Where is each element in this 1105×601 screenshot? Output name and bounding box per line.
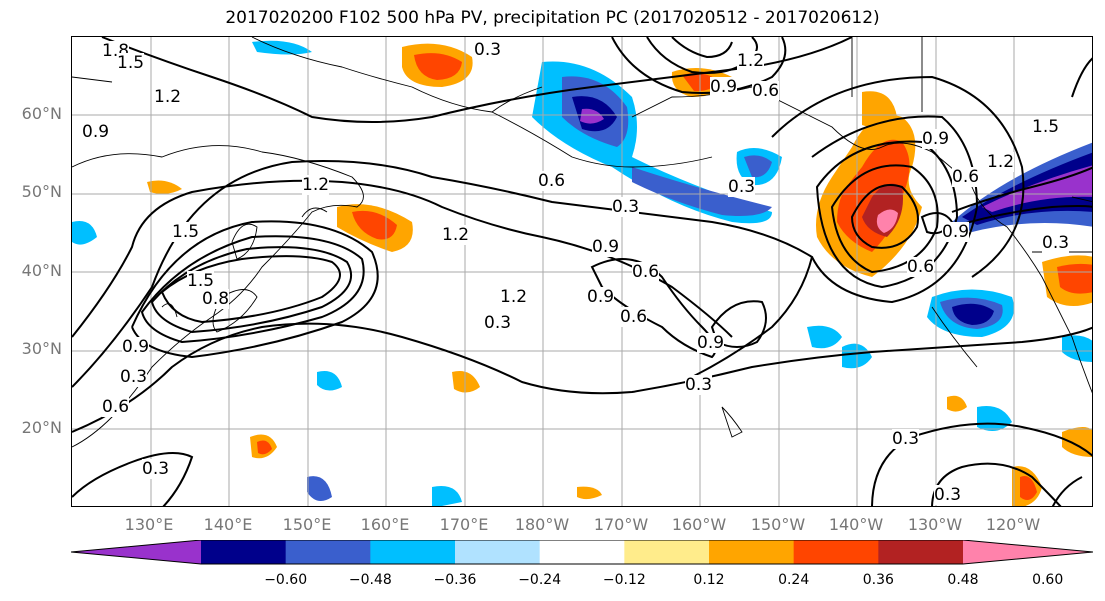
- contour-label: 0.9: [710, 77, 738, 97]
- lon-label: 160°E: [360, 515, 410, 534]
- colorbar-tick-label: 0.48: [947, 572, 979, 588]
- contour-label: 0.6: [620, 307, 648, 327]
- contour-label: 0.3: [474, 40, 502, 60]
- colorbar-tick-label: 0.60: [1032, 572, 1064, 588]
- colorbar-swatch: [878, 540, 964, 564]
- contour-label: 0.6: [632, 262, 660, 282]
- contour-label: 0.8: [202, 289, 230, 309]
- contour-label: 0.6: [907, 257, 935, 277]
- contour-label: 0.3: [685, 375, 713, 395]
- lat-label-60n: 60°N: [21, 104, 62, 123]
- lon-label: 120°W: [985, 515, 1041, 534]
- contour-label: 0.9: [82, 122, 110, 142]
- contour-label: 0.6: [538, 171, 566, 191]
- contour-label: 0.3: [484, 313, 512, 333]
- colorbar-swatch: [201, 540, 287, 564]
- lon-label: 130°E: [124, 515, 174, 534]
- lon-label: 170°W: [593, 515, 649, 534]
- contour-label: 0.9: [922, 129, 950, 149]
- colorbar-swatch: [455, 540, 541, 564]
- contour-label: 0.9: [587, 287, 615, 307]
- colorbar-swatch: [539, 540, 625, 564]
- colorbar-swatch: [370, 540, 456, 564]
- contour-label: 1.5: [187, 271, 215, 291]
- contour-label: 0.9: [122, 337, 150, 357]
- contour-labels: 1.8 1.5 1.2 0.9 0.3 0.6 0.9 1.2 0.6 0.3 …: [72, 37, 1092, 506]
- contour-label: 0.9: [942, 222, 970, 242]
- graticule: [72, 37, 1092, 506]
- lon-label: 130°W: [907, 515, 963, 534]
- contour-label: 0.3: [934, 485, 962, 505]
- contour-label: 0.3: [142, 459, 170, 479]
- lat-label-30n: 30°N: [21, 339, 62, 358]
- colorbar-tick-label: −0.24: [518, 572, 562, 588]
- colorbar-extend-min: [71, 540, 201, 564]
- lon-label: 150°W: [750, 515, 806, 534]
- colorbar: [71, 540, 1093, 565]
- colorbar-tick-label: 0.24: [778, 572, 810, 588]
- colorbar-tick-label: −0.60: [264, 572, 308, 588]
- colorbar-tick-label: −0.36: [433, 572, 477, 588]
- colorbar-extend-max: [963, 540, 1093, 564]
- lat-label-20n: 20°N: [21, 418, 62, 437]
- contour-label: 0.6: [952, 167, 980, 187]
- lon-label: 160°W: [671, 515, 727, 534]
- lon-label: 150°E: [282, 515, 332, 534]
- contour-label: 0.9: [697, 333, 725, 353]
- map-canvas: [72, 37, 1092, 506]
- lon-label: 140°E: [203, 515, 253, 534]
- contour-label: 0.3: [892, 429, 920, 449]
- colorbar-tick-label: −0.12: [602, 572, 646, 588]
- lon-label: 170°E: [439, 515, 489, 534]
- colorbar-tick-label: 0.36: [862, 572, 894, 588]
- contour-label: 1.2: [500, 287, 528, 307]
- colorbar-tick-label: 0.12: [693, 572, 725, 588]
- contour-label: 1.2: [737, 51, 765, 71]
- contour-label: 0.9: [592, 237, 620, 257]
- contour-label: 0.6: [102, 397, 130, 417]
- contour-label: 1.2: [987, 152, 1015, 172]
- contour-label: 1.5: [172, 222, 200, 242]
- contour-label: 1.5: [117, 53, 145, 73]
- map-panel[interactable]: 1.8 1.5 1.2 0.9 0.3 0.6 0.9 1.2 0.6 0.3 …: [71, 36, 1093, 507]
- lon-label: 140°W: [828, 515, 884, 534]
- contour-label: 1.2: [154, 87, 182, 107]
- map-title: 2017020200 F102 500 hPa PV, precipitatio…: [225, 8, 880, 28]
- contour-label: 0.6: [752, 81, 780, 101]
- contour-label: 1.2: [442, 225, 470, 245]
- contour-label: 0.3: [120, 367, 148, 387]
- lat-label-40n: 40°N: [21, 261, 62, 280]
- contour-label: 0.3: [612, 197, 640, 217]
- contour-label: 0.3: [728, 177, 756, 197]
- precip-shading: [72, 40, 1092, 506]
- lat-label-50n: 50°N: [21, 182, 62, 201]
- colorbar-swatch: [793, 540, 879, 564]
- contour-label: 0.3: [1042, 233, 1070, 253]
- colorbar-swatch: [709, 540, 795, 564]
- contour-label: 1.5: [1032, 117, 1060, 137]
- lon-label: 180°W: [514, 515, 570, 534]
- colorbar-tick-label: −0.48: [348, 572, 392, 588]
- colorbar-swatch: [624, 540, 710, 564]
- colorbar-swatch: [285, 540, 371, 564]
- contour-label: 1.2: [302, 175, 330, 195]
